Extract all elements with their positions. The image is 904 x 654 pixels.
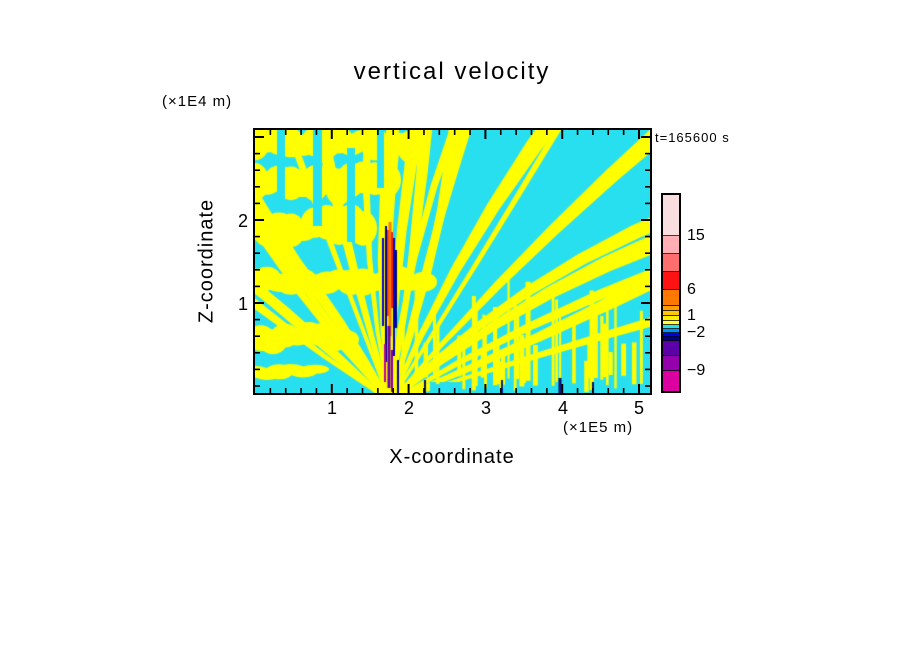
plot-area [253,128,652,395]
chart-title: vertical velocity [353,58,551,85]
x-axis-title: X-coordinate [389,446,515,468]
colorbar-segment [663,311,679,316]
colorbar-segments [663,195,679,391]
x-tick-label-4: 4 [557,398,568,418]
colorbar-segment [663,356,679,371]
colorbar-segment [663,254,679,272]
colorbar-label-neg9: −9 [687,362,706,379]
x-tick-label-3: 3 [480,398,491,418]
colorbar-segment [663,371,679,391]
colorbar-label-15: 15 [687,227,705,244]
colorbar-segment [663,321,679,325]
colorbar [661,193,681,393]
time-annotation: t=165600 s [655,130,730,145]
x-tick-label-5: 5 [633,398,644,418]
colorbar-segment [663,329,679,333]
colorbar-segment [663,333,679,337]
axis-ticks [255,130,650,393]
colorbar-label-1: 1 [687,307,696,324]
colorbar-segment [663,272,679,290]
colorbar-segment [663,337,679,341]
colorbar-segment [663,306,679,311]
colorbar-segment [663,341,679,356]
colorbar-segment [663,236,679,254]
colorbar-segment [663,195,679,236]
colorbar-segment [663,325,679,329]
y-tick-label-2: 2 [237,211,248,231]
colorbar-segment [663,316,679,321]
x-tick-label-1: 1 [326,398,337,418]
x-tick-label-2: 2 [403,398,414,418]
colorbar-segment [663,290,679,306]
y-tick-label-1: 1 [237,294,248,314]
contour-field [255,130,650,393]
colorbar-label-6: 6 [687,281,696,298]
y-axis-unit-label: (×1E4 m) [162,93,233,110]
x-axis-unit-label: (×1E5 m) [563,419,634,436]
colorbar-label-neg2: −2 [687,324,706,341]
